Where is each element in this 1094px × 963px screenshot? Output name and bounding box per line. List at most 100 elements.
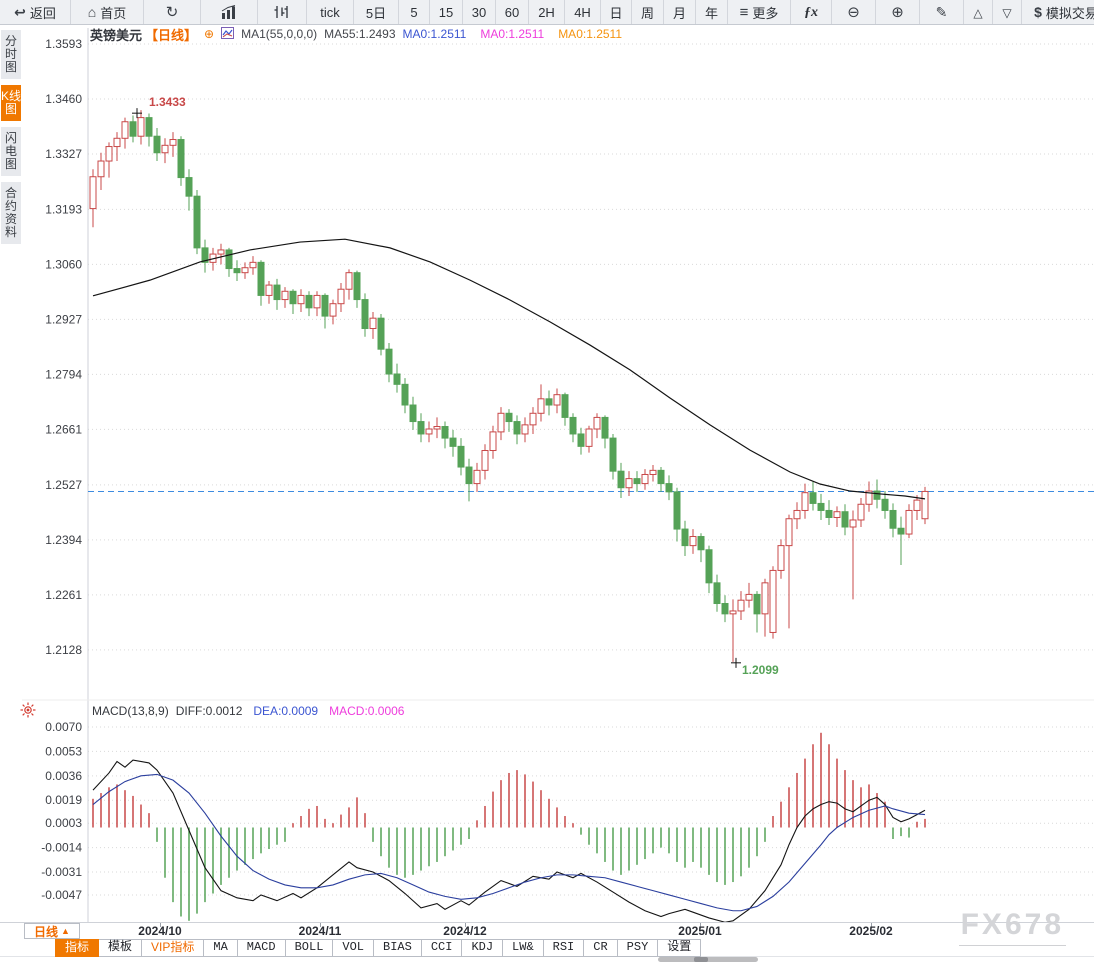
dollar-icon: $ — [1034, 3, 1042, 20]
toolbar-item-4H[interactable]: 4H — [565, 0, 601, 24]
toolbar-item-60[interactable]: 60 — [496, 0, 529, 24]
symbol-name: 英镑美元 — [90, 27, 143, 43]
zoom-in-icon: ⊕ — [891, 3, 904, 21]
ma-definition: MA1(55,0,0,0) — [241, 27, 318, 41]
ma0-values: MA0:1.2511 MA0:1.2511 MA0:1.2511 — [403, 27, 622, 41]
tab-设置[interactable]: 设置 — [658, 939, 702, 957]
tab-VOL[interactable]: VOL — [333, 939, 375, 957]
toolbar-item-label: 年 — [704, 5, 718, 21]
candles — [89, 110, 929, 662]
price-axis-label: 1.2128 — [45, 643, 82, 657]
toolbar-item-label: 日 — [609, 5, 623, 21]
home-icon: ⌂ — [87, 3, 97, 20]
date-axis-row: 日线 ▲ 2024/10 2024/11 2024/12 2025/01 2025/02 — [0, 922, 1094, 940]
sidebar-item-合约资料[interactable]: 合约资料 — [1, 182, 21, 244]
high-price-annotation: 1.3433 — [149, 95, 186, 110]
macd-axis-label: -0.0031 — [41, 865, 82, 879]
date-tick — [320, 923, 321, 927]
macd-histogram — [92, 732, 926, 921]
toolbar-item-周[interactable]: 周 — [632, 0, 664, 24]
date-tick — [871, 923, 872, 927]
tab-指标[interactable]: 指标 — [55, 939, 100, 957]
toolbar-item-fx[interactable]: ƒx — [791, 0, 832, 24]
toolbar-item-label: tick — [320, 4, 340, 20]
macd-dea-value: DEA:0.0009 — [253, 704, 319, 718]
toolbar-item-label: 4H — [574, 4, 591, 20]
horizontal-scrollbar-thumb[interactable] — [658, 957, 758, 962]
low-price-annotation: 1.2099 — [742, 662, 779, 677]
date-label: 2024/10 — [138, 924, 182, 938]
macd-axis-label: -0.0014 — [41, 841, 82, 855]
ma0-value: MA0:1.2511 — [558, 27, 623, 41]
macd-axis-label: 0.0036 — [45, 769, 82, 783]
bar-chart-icon — [220, 5, 238, 19]
indicator-settings-icon[interactable] — [20, 702, 36, 723]
tab-BOLL[interactable]: BOLL — [285, 939, 334, 957]
toolbar-item-triangle-up[interactable]: △ — [964, 0, 993, 24]
tab-MA[interactable]: MA — [204, 939, 238, 957]
tab-CCI[interactable]: CCI — [421, 939, 463, 957]
low-cross-marker — [731, 657, 741, 668]
tab-VIP指标[interactable]: VIP指标 — [142, 939, 205, 957]
tab-KDJ[interactable]: KDJ — [462, 939, 504, 957]
add-indicator-icon[interactable]: ⊕ — [204, 27, 215, 41]
toolbar-item-2H[interactable]: 2H — [529, 0, 565, 24]
tab-MACD[interactable]: MACD — [237, 939, 286, 957]
toolbar-item-zoom-in[interactable]: ⊕ — [876, 0, 920, 24]
period-dropdown-button[interactable]: 日线 ▲ — [24, 923, 80, 939]
sidebar-item-分时图[interactable]: 分时图 — [1, 30, 21, 79]
menu-icon: ≡ — [739, 3, 749, 21]
toolbar-item-refresh[interactable]: ↻ — [144, 0, 201, 24]
toolbar-item-tick-lines[interactable] — [258, 0, 307, 24]
toolbar-item-月[interactable]: 月 — [664, 0, 696, 24]
toolbar-item-年[interactable]: 年 — [696, 0, 728, 24]
tab-模板[interactable]: 模板 — [99, 939, 143, 957]
toolbar: ↩ 返回 ⌂ 首页 ↻ tick 5日 5 15 30 60 2H 4H 日周月年 ≡ 更多 ƒx ⊖ ⊕ ✎ △ ▽ $ 模… — [0, 0, 1094, 25]
price-axis-label: 1.2794 — [45, 367, 82, 381]
tab-LW&[interactable]: LW& — [503, 939, 544, 957]
macd-axis-label: 0.0053 — [45, 744, 82, 758]
toolbar-item-bar-chart[interactable] — [201, 0, 258, 24]
chart-header: 英镑美元 【日线】 ⊕ MA1(55,0,0,0) MA55:1.2493 MA0… — [90, 26, 622, 43]
tab-BIAS[interactable]: BIAS — [374, 939, 422, 957]
back-arrow-icon: ↩ — [14, 3, 26, 20]
macd-bar-value: MACD:0.0006 — [329, 704, 405, 718]
date-tick — [465, 923, 466, 927]
tab-RSI[interactable]: RSI — [543, 939, 585, 957]
toolbar-item-label: 30 — [471, 4, 487, 20]
mini-chart-icon[interactable] — [221, 26, 235, 42]
toolbar-item-首页[interactable]: ⌂ 首页 — [71, 0, 144, 24]
toolbar-item-label: 5 — [410, 4, 418, 20]
toolbar-item-label: 更多 — [752, 5, 779, 21]
price-axis-label: 1.3193 — [45, 202, 82, 216]
price-axis-label: 1.3327 — [45, 147, 82, 161]
sidebar-item-K线图[interactable]: K线图 — [1, 85, 21, 121]
sidebar-item-闪电图[interactable]: 闪电图 — [1, 127, 21, 176]
macd-axis-label: 0.0003 — [45, 816, 82, 830]
macd-axis-label: 0.0070 — [45, 720, 82, 734]
toolbar-item-模拟交易[interactable]: $ 模拟交易 — [1022, 0, 1094, 24]
tab-PSY[interactable]: PSY — [617, 939, 659, 957]
toolbar-item-30[interactable]: 30 — [463, 0, 496, 24]
ma0-value: MA0:1.2511 — [480, 27, 545, 41]
toolbar-item-label: 返回 — [29, 5, 56, 21]
price-chart-canvas[interactable]: 1.3593 1.3460 1.3327 1.3193 1.3060 1.2927 1.27… — [22, 24, 1094, 922]
toolbar-item-更多[interactable]: ≡ 更多 — [728, 0, 791, 24]
toolbar-item-triangle-down[interactable]: ▽ — [993, 0, 1022, 24]
price-axis-label: 1.2927 — [45, 312, 82, 326]
tab-CR[interactable]: CR — [584, 939, 618, 957]
period-dropdown-label: 日线 — [34, 924, 59, 939]
toolbar-item-zoom-out[interactable]: ⊖ — [832, 0, 876, 24]
toolbar-item-15[interactable]: 15 — [430, 0, 463, 24]
toolbar-item-日[interactable]: 日 — [601, 0, 632, 24]
toolbar-item-label: 首页 — [100, 5, 127, 21]
refresh-icon: ↻ — [165, 3, 179, 21]
toolbar-item-5[interactable]: 5 — [399, 0, 430, 24]
ma0-value: MA0:1.2511 — [402, 27, 467, 41]
toolbar-item-返回[interactable]: ↩ 返回 — [0, 0, 71, 24]
price-axis-label: 1.2394 — [45, 533, 82, 547]
toolbar-item-tick[interactable]: tick — [307, 0, 354, 24]
toolbar-item-pencil[interactable]: ✎ — [920, 0, 964, 24]
toolbar-item-5日[interactable]: 5日 — [354, 0, 399, 24]
macd-axis-label: 0.0019 — [45, 793, 82, 807]
